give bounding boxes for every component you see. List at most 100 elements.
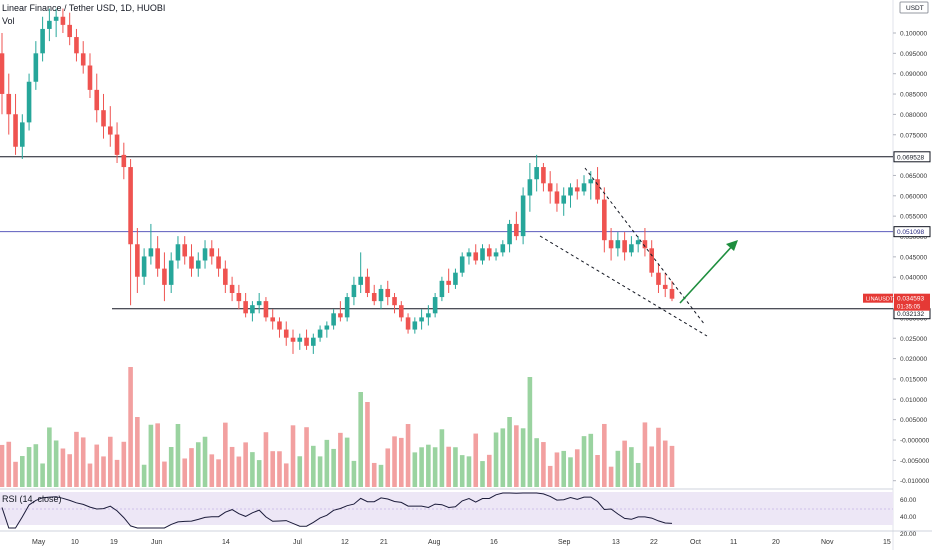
time-tick-label: Jul bbox=[293, 539, 302, 546]
channel-lower bbox=[539, 235, 708, 337]
time-tick-label: Sep bbox=[558, 539, 571, 546]
candle-body bbox=[453, 272, 458, 285]
candle-body bbox=[500, 244, 506, 253]
candle-body bbox=[209, 248, 215, 257]
volume-bar bbox=[351, 460, 357, 487]
candle-body bbox=[466, 252, 472, 257]
candle-body bbox=[480, 248, 485, 261]
price-tick-label: -0.005000 bbox=[900, 458, 930, 465]
countdown-label: 01:35:05 bbox=[897, 305, 921, 311]
candle-body bbox=[175, 244, 181, 261]
volume-bar bbox=[547, 465, 553, 487]
time-tick-label: 15 bbox=[883, 539, 891, 546]
volume-bar bbox=[297, 456, 303, 487]
volume-bar bbox=[629, 447, 634, 487]
candle-body bbox=[635, 240, 641, 245]
candle-body bbox=[541, 167, 546, 184]
time-tick-label: 13 bbox=[612, 539, 620, 546]
volume-bar bbox=[480, 461, 485, 487]
projection-arrow bbox=[679, 242, 736, 304]
volume-bar bbox=[67, 454, 72, 487]
volume-bar bbox=[365, 402, 370, 487]
volume-bar bbox=[649, 446, 654, 487]
candle-body bbox=[338, 313, 343, 318]
candle-body bbox=[568, 187, 573, 196]
volume-bar bbox=[243, 442, 248, 487]
candle-body bbox=[317, 329, 323, 338]
volume-bar bbox=[412, 452, 418, 487]
candle-body bbox=[155, 248, 160, 269]
candle-body bbox=[101, 110, 106, 127]
price-tick-label: 0.085000 bbox=[900, 92, 927, 99]
candle-body bbox=[520, 195, 526, 237]
volume-bar bbox=[385, 448, 391, 487]
price-tick-label: 0.075000 bbox=[900, 132, 927, 139]
volume-bar bbox=[0, 444, 5, 487]
candle-body bbox=[412, 321, 418, 330]
resistance-label: 0.069528 bbox=[897, 154, 924, 161]
volume-bar bbox=[182, 458, 188, 487]
candle-body bbox=[182, 244, 188, 257]
volume-bar bbox=[283, 463, 289, 487]
candle-body bbox=[358, 276, 363, 285]
time-tick-label: 10 bbox=[71, 539, 79, 546]
candle-body bbox=[405, 317, 411, 330]
candle-body bbox=[426, 313, 431, 318]
price-tick-label: 0.100000 bbox=[900, 31, 927, 38]
candle-body bbox=[602, 199, 607, 241]
candle-body bbox=[283, 329, 289, 338]
candle-body bbox=[216, 256, 221, 269]
volume-bar bbox=[432, 447, 438, 487]
candle-body bbox=[554, 191, 560, 204]
volume-bar bbox=[568, 457, 573, 487]
time-tick-label: 11 bbox=[730, 539, 737, 546]
candle-body bbox=[290, 337, 296, 342]
price-tick-label: 0.090000 bbox=[900, 71, 927, 78]
volume-bar bbox=[175, 423, 181, 487]
candle-body bbox=[40, 28, 45, 54]
time-tick-label: 19 bbox=[110, 539, 118, 546]
volume-bar bbox=[229, 446, 235, 487]
volume-bar bbox=[338, 432, 343, 487]
candle-body bbox=[128, 167, 133, 245]
volume-bar bbox=[53, 440, 59, 487]
candle-body bbox=[114, 134, 120, 155]
candle-body bbox=[398, 305, 404, 318]
candle-body bbox=[60, 16, 66, 25]
candle-body bbox=[392, 297, 397, 306]
candle-body bbox=[419, 317, 424, 322]
mid-level-label-bg bbox=[893, 226, 931, 238]
candle-body bbox=[365, 276, 370, 293]
price-tick-label: 0.005000 bbox=[900, 417, 927, 424]
candle-body bbox=[615, 240, 621, 249]
candle-body bbox=[311, 337, 316, 346]
symbol-header: Linear Finance / Tether USD, 1D, HUOBI bbox=[2, 3, 166, 13]
candle-body bbox=[629, 244, 634, 253]
candle-body bbox=[195, 260, 201, 269]
volume-bar bbox=[155, 423, 160, 487]
volume-bar bbox=[392, 436, 397, 487]
volume-bar bbox=[486, 454, 492, 487]
volume-bar bbox=[128, 367, 133, 487]
candle-body bbox=[439, 280, 445, 298]
last-price-tag-bg bbox=[894, 293, 930, 311]
candle-body bbox=[148, 248, 154, 257]
volume-bar bbox=[26, 447, 32, 487]
last-price-label: 0.034593 bbox=[897, 296, 924, 303]
candle-body bbox=[74, 37, 79, 54]
volume-bar bbox=[101, 456, 106, 487]
volume-bar bbox=[615, 450, 621, 487]
time-tick-label: 14 bbox=[222, 539, 230, 546]
volume-bar bbox=[602, 423, 607, 487]
price-tick-label: 0.045000 bbox=[900, 254, 927, 261]
candle-body bbox=[243, 301, 248, 314]
volume-bar bbox=[223, 422, 228, 487]
volume-bar bbox=[581, 436, 587, 487]
volume-bar bbox=[87, 463, 93, 487]
volume-bar bbox=[168, 447, 174, 487]
volume-bar bbox=[595, 454, 600, 487]
candle-body bbox=[223, 268, 228, 285]
candle-body bbox=[256, 301, 262, 306]
candle-body bbox=[514, 223, 519, 237]
